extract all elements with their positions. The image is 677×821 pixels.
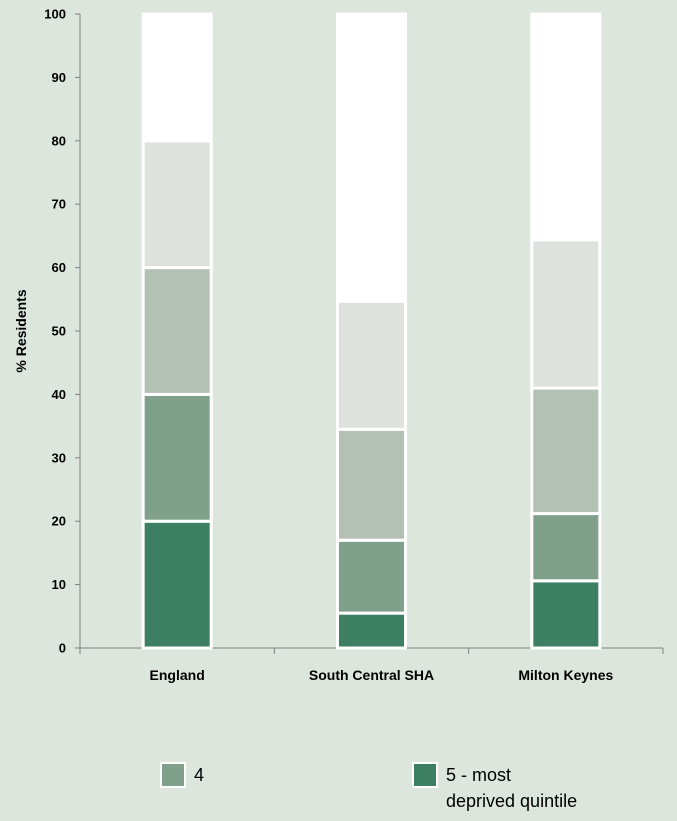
bar-segment [335, 611, 408, 650]
legend-item-5-most-deprived: 5 - most deprived quintile [412, 762, 577, 814]
y-tick-label: 100 [44, 7, 66, 22]
bar-segment [141, 139, 213, 270]
y-tick-label: 80 [52, 133, 66, 148]
legend-swatch-5-most-deprived [412, 762, 438, 788]
bar-segment [335, 427, 408, 542]
bar-segment [335, 12, 408, 303]
bar-segment [141, 392, 213, 523]
bar-segment [141, 266, 213, 396]
y-tick-label: 60 [52, 260, 66, 275]
category-label: Milton Keynes [518, 667, 613, 683]
y-ticks: 0 10 20 30 40 50 60 70 80 90 100 [44, 7, 80, 656]
bar-segment [141, 12, 213, 143]
y-tick-label: 10 [52, 577, 66, 592]
bar-segment [530, 238, 602, 390]
bar-segment [335, 538, 408, 615]
y-tick-label: 50 [52, 324, 66, 339]
y-tick-label: 90 [52, 70, 66, 85]
legend-swatch-4 [160, 762, 186, 788]
bar-segment [530, 512, 602, 583]
y-tick-label: 30 [52, 450, 66, 465]
bar-segment [141, 519, 213, 650]
legend-item-4: 4 [160, 762, 204, 788]
bar-segment [530, 12, 602, 242]
y-tick-label: 70 [52, 197, 66, 212]
x-ticks: England South Central SHA Milton Keynes [79, 648, 664, 683]
y-tick-label: 20 [52, 514, 66, 529]
bar-segment [530, 579, 602, 650]
y-tick-label: 40 [52, 387, 66, 402]
legend-label-4: 4 [194, 765, 205, 785]
category-label: South Central SHA [309, 667, 434, 683]
y-axis-label: % Residents [13, 289, 29, 372]
y-tick-label: 0 [59, 641, 66, 656]
category-label: England [150, 667, 205, 683]
legend-label-5-most-deprived: 5 - most deprived quintile [446, 765, 578, 811]
bars [141, 12, 602, 650]
bar-segment [335, 299, 408, 431]
bar-segment [530, 386, 602, 516]
